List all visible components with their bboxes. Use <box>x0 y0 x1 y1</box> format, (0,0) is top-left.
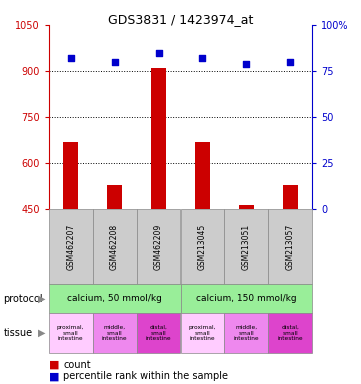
Text: GSM462208: GSM462208 <box>110 223 119 270</box>
Bar <box>239 205 254 209</box>
Text: GSM213057: GSM213057 <box>286 223 295 270</box>
Text: GSM462207: GSM462207 <box>66 223 75 270</box>
Text: GDS3831 / 1423974_at: GDS3831 / 1423974_at <box>108 13 253 26</box>
Bar <box>63 142 78 209</box>
Text: tissue: tissue <box>4 328 33 338</box>
Text: middle,
small
intestine: middle, small intestine <box>234 325 259 341</box>
Text: proximal,
small
intestine: proximal, small intestine <box>57 325 84 341</box>
Text: proximal,
small
intestine: proximal, small intestine <box>189 325 216 341</box>
Text: ■: ■ <box>49 360 59 370</box>
Text: calcium, 150 mmol/kg: calcium, 150 mmol/kg <box>196 294 297 303</box>
Point <box>156 50 161 56</box>
Bar <box>107 185 122 209</box>
Bar <box>151 68 166 209</box>
Point <box>200 55 205 61</box>
Point <box>287 59 293 65</box>
Text: middle,
small
intestine: middle, small intestine <box>102 325 127 341</box>
Text: percentile rank within the sample: percentile rank within the sample <box>63 371 228 381</box>
Text: GSM213045: GSM213045 <box>198 223 207 270</box>
Text: distal,
small
intestine: distal, small intestine <box>146 325 171 341</box>
Text: GSM213051: GSM213051 <box>242 223 251 270</box>
Text: ▶: ▶ <box>38 293 45 304</box>
Point <box>112 59 117 65</box>
Text: protocol: protocol <box>4 293 43 304</box>
Text: count: count <box>63 360 91 370</box>
Point <box>243 61 249 67</box>
Point <box>68 55 74 61</box>
Text: calcium, 50 mmol/kg: calcium, 50 mmol/kg <box>67 294 162 303</box>
Text: ▶: ▶ <box>38 328 45 338</box>
Bar <box>195 142 210 209</box>
Text: GSM462209: GSM462209 <box>154 223 163 270</box>
Bar <box>283 185 298 209</box>
Text: ■: ■ <box>49 371 59 381</box>
Text: distal,
small
intestine: distal, small intestine <box>278 325 303 341</box>
